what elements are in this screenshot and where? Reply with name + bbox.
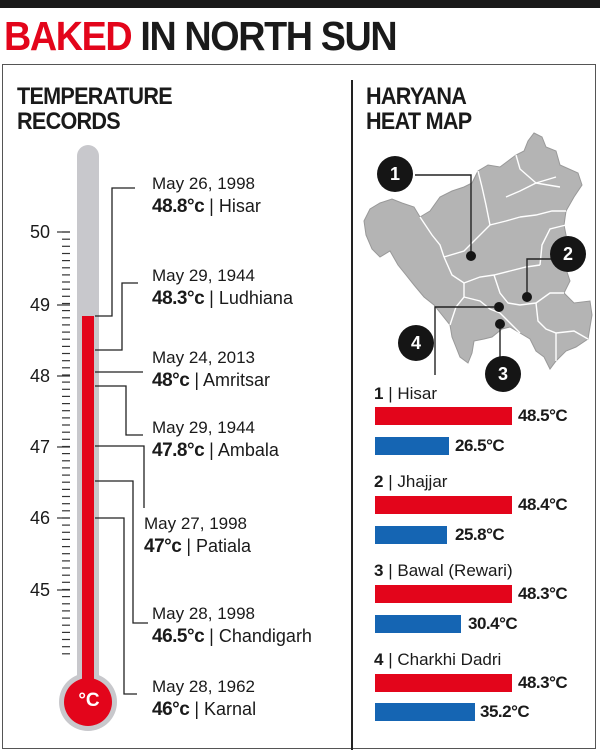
city-label-jhajjar: 2 | Jhajjar xyxy=(374,472,448,491)
max-bar-bawal xyxy=(375,585,512,603)
minor-ticks xyxy=(62,231,70,655)
leader-lines xyxy=(95,187,148,695)
map-marker-3: 3 xyxy=(485,356,521,392)
heatmap-title: HARYANA HEAT MAP xyxy=(366,83,472,135)
scale-label-49: 49 xyxy=(29,295,50,315)
mercury-column xyxy=(82,316,94,696)
max-value-bawal: 48.3°C xyxy=(518,584,568,603)
min-value-bawal: 30.4°C xyxy=(468,614,518,633)
record-date: May 28, 1962 xyxy=(152,677,256,696)
record-value: 46.5°c | Chandigarh xyxy=(152,626,312,647)
map-dot-hisar xyxy=(466,251,476,261)
thermometer-bulb xyxy=(64,678,112,726)
map-marker-2: 2 xyxy=(550,236,586,272)
map-dot-charkhi-dadri xyxy=(494,302,504,312)
record-value: 48°c | Amritsar xyxy=(152,370,271,391)
scale-label-45: 45 xyxy=(29,580,50,600)
scale-label-46: 46 xyxy=(29,508,50,528)
record-value: 48.8°c | Hisar xyxy=(152,196,261,217)
top-rule xyxy=(0,0,600,8)
headline: BAKED IN NORTH SUN xyxy=(4,12,398,60)
min-value-jhajjar: 25.8°C xyxy=(455,525,505,544)
headline-rest: IN NORTH SUN xyxy=(140,13,397,59)
record-date: May 24, 2013 xyxy=(152,348,256,367)
min-value-hisar: 26.5°C xyxy=(455,436,505,455)
thermometer-graphic xyxy=(57,145,148,731)
max-bar-charkhi-dadri xyxy=(375,674,512,692)
city-label-bawal: 3 | Bawal (Rewari) xyxy=(374,561,513,580)
scale-label-47: 47 xyxy=(29,437,50,457)
map-marker-4: 4 xyxy=(398,325,434,361)
min-bar-bawal xyxy=(375,615,461,633)
infographic-frame xyxy=(2,64,596,749)
city-label-charkhi-dadri: 4 | Charkhi Dadri xyxy=(374,650,502,669)
max-value-hisar: 48.5°C xyxy=(518,406,568,425)
record-value: 48.3°c | Ludhiana xyxy=(152,288,293,309)
min-value-charkhi-dadri: 35.2°C xyxy=(480,702,530,721)
celsius-unit: °C xyxy=(78,690,100,711)
record-value: 47.8°c | Ambala xyxy=(152,440,279,461)
max-value-charkhi-dadri: 48.3°C xyxy=(518,673,568,692)
record-date: May 29, 1944 xyxy=(152,418,256,437)
min-bar-jhajjar xyxy=(375,526,447,544)
record-date: May 27, 1998 xyxy=(144,514,248,533)
records-title: TEMPERATURE RECORDS xyxy=(17,83,173,135)
map-dot-bawal xyxy=(495,319,505,329)
headline-highlight: BAKED xyxy=(4,13,133,59)
scale-label-50: 50 xyxy=(29,222,50,242)
record-date: May 26, 1998 xyxy=(152,174,256,193)
section-divider xyxy=(351,80,353,750)
record-value: 46°c | Karnal xyxy=(152,699,257,720)
record-value: 47°c | Patiala xyxy=(144,536,252,557)
record-date: May 28, 1998 xyxy=(152,604,256,623)
city-label-hisar: 1 | Hisar xyxy=(374,384,438,403)
map-marker-1: 1 xyxy=(377,156,413,192)
max-bar-jhajjar xyxy=(375,496,512,514)
max-bar-hisar xyxy=(375,407,512,425)
min-bar-hisar xyxy=(375,437,449,455)
map-dot-jhajjar xyxy=(522,292,532,302)
scale-label-48: 48 xyxy=(29,366,50,386)
record-date: May 29, 1944 xyxy=(152,266,256,285)
max-value-jhajjar: 48.4°C xyxy=(518,495,568,514)
min-bar-charkhi-dadri xyxy=(375,703,475,721)
